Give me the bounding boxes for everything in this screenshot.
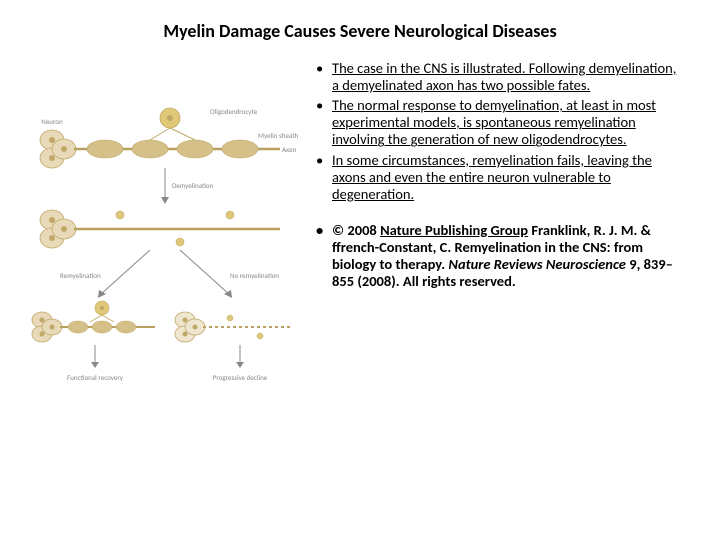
label-remyel: Remyelination — [60, 271, 101, 280]
label-axon: Axon — [282, 145, 297, 154]
text-column: The case in the CNS is illustrated. Foll… — [312, 60, 690, 405]
bullet-3: In some circumstances, remyelination fai… — [312, 152, 680, 203]
slide-container: Myelin Damage Causes Severe Neurological… — [0, 0, 720, 540]
diagram-column: Neuron Oligodendrocyte Myelin sheath Axo… — [30, 60, 300, 405]
healthy-neuron-group: Neuron Oligodendrocyte Myelin sheath Axo… — [40, 107, 299, 168]
demyelination-arrow: Demyelination — [161, 168, 214, 204]
label-recovery: Functional recovery — [67, 373, 124, 382]
label-noremyel: No remyelination — [230, 271, 279, 280]
bullet-2: The normal response to demyelination, at… — [312, 97, 680, 148]
demyelinated-group — [40, 210, 280, 248]
label-myelin: Myelin sheath — [258, 131, 299, 140]
bullet-list: The case in the CNS is illustrated. Foll… — [312, 60, 680, 203]
bullet-1: The case in the CNS is illustrated. Foll… — [312, 60, 680, 94]
label-demyel: Demyelination — [172, 181, 214, 190]
content-row: Neuron Oligodendrocyte Myelin sheath Axo… — [30, 60, 690, 405]
label-neuron: Neuron — [41, 117, 63, 126]
citation-list: © 2008 Nature Publishing Group Franklink… — [312, 222, 680, 290]
list-spacer — [312, 206, 680, 222]
slide-title: Myelin Damage Causes Severe Neurological… — [30, 20, 690, 42]
remyelination-group: Functional recovery — [32, 301, 155, 382]
branch-arrows: Remyelination No remyelination — [60, 250, 279, 298]
no-remyelination-group: Progressive decline — [175, 312, 290, 382]
label-decline: Progressive decline — [213, 373, 268, 382]
label-oligo: Oligodendrocyte — [210, 107, 258, 116]
myelin-diagram: Neuron Oligodendrocyte Myelin sheath Axo… — [30, 100, 300, 400]
bullet-citation: © 2008 Nature Publishing Group Franklink… — [312, 222, 680, 290]
